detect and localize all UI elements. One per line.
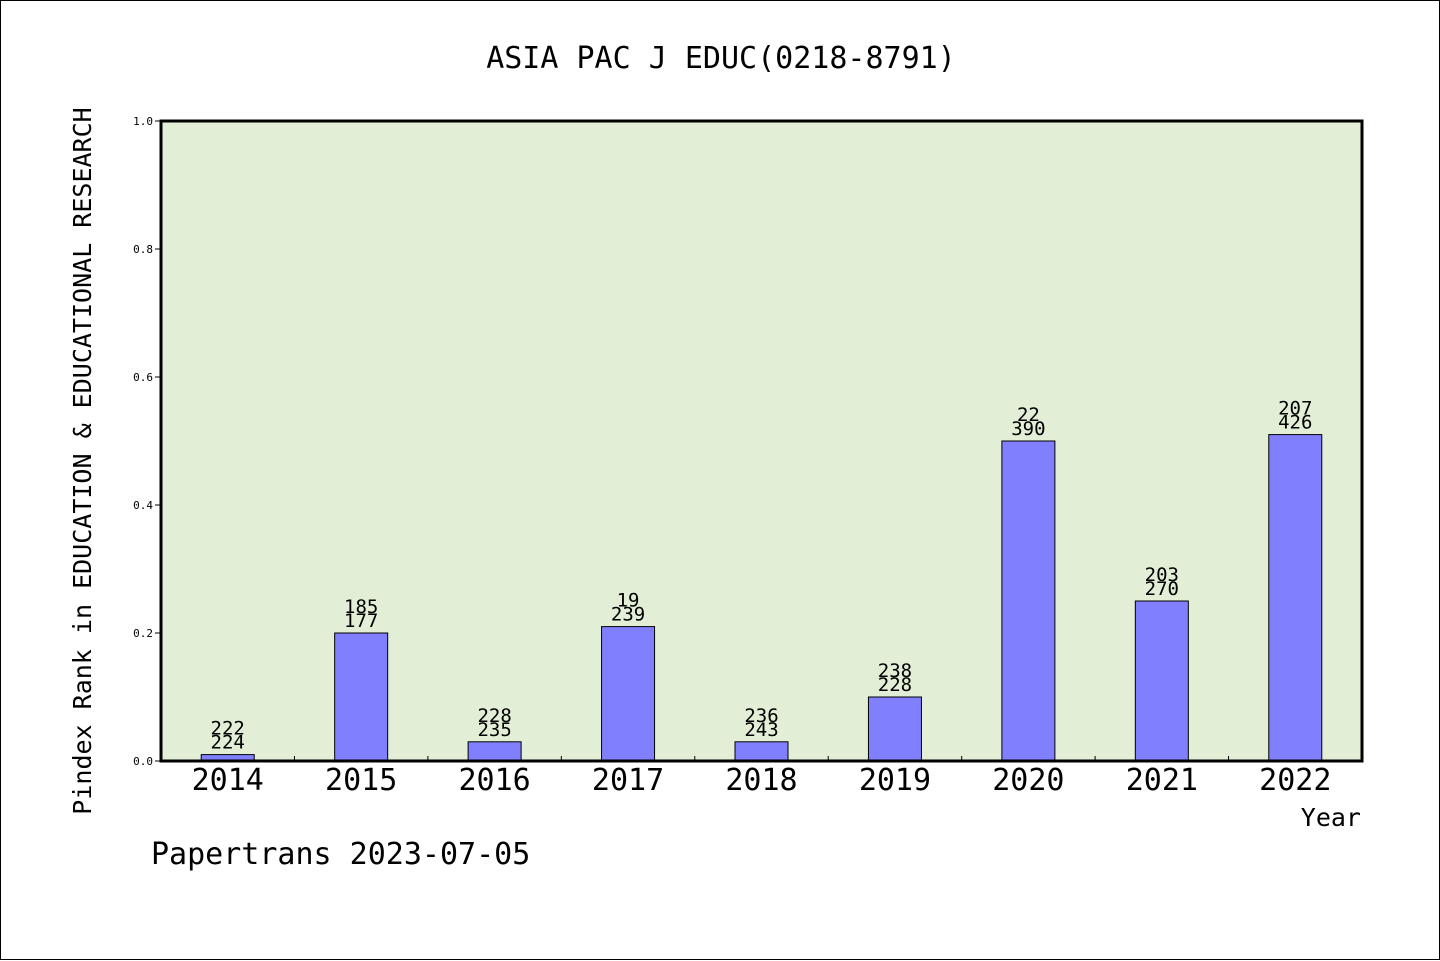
data-label-top: 185 [344, 596, 378, 618]
bar-2022 [1268, 434, 1323, 762]
data-label-bottom: 177 [344, 610, 378, 632]
x-tick-label: 2015 [325, 763, 397, 798]
data-label-bottom: 235 [477, 719, 511, 741]
data-label-bottom: 270 [1145, 578, 1179, 600]
y-axis: 0.0 0.2 0.4 0.6 0.8 1.0 [133, 115, 161, 768]
y-axis-label: Pindex Rank in EDUCATION & EDUCATIONAL R… [68, 107, 97, 814]
bars-group: 2242221771852352282391924323622823839022… [200, 398, 1323, 762]
data-label-bottom: 243 [744, 719, 778, 741]
x-tick-label: 2021 [1126, 763, 1198, 798]
y-tick-label: 0.2 [133, 627, 153, 640]
data-label-top: 203 [1145, 564, 1179, 586]
x-tick-label: 2014 [192, 763, 264, 798]
x-tick-label: 2017 [592, 763, 664, 798]
bar-2018 [734, 741, 789, 762]
data-label-top: 22 [1017, 404, 1040, 426]
data-label-top: 207 [1278, 398, 1312, 420]
y-tick-label: 0.8 [133, 243, 153, 256]
data-label-top: 19 [617, 590, 640, 612]
bar-2019 [867, 696, 922, 762]
data-label-top: 236 [744, 705, 778, 727]
y-tick-label: 1.0 [133, 115, 153, 128]
chart-title: ASIA PAC J EDUC(0218-8791) [486, 41, 956, 76]
plot-border [159, 119, 1364, 763]
data-label-top: 228 [477, 705, 511, 727]
data-label-bottom: 224 [211, 732, 245, 754]
x-axis-label: Year [1301, 803, 1361, 832]
data-label-bottom: 426 [1278, 412, 1312, 434]
bar-2016 [467, 741, 522, 762]
data-label-bottom: 390 [1011, 418, 1045, 440]
x-tick-label: 2020 [992, 763, 1064, 798]
x-tick-label: 2022 [1259, 763, 1331, 798]
data-label-bottom: 239 [611, 604, 645, 626]
bar-2017 [601, 626, 656, 762]
data-label-top: 238 [878, 660, 912, 682]
y-tick-label: 0.6 [133, 371, 153, 384]
data-label-bottom: 228 [878, 674, 912, 696]
x-tick-label: 2018 [725, 763, 797, 798]
data-label-top: 222 [211, 718, 245, 740]
x-tick-label: 2019 [859, 763, 931, 798]
bar-2015 [334, 632, 389, 762]
y-tick-label: 0.4 [133, 499, 153, 512]
bar-2021 [1134, 600, 1189, 762]
x-tick-label: 2016 [458, 763, 530, 798]
footer-credit: Papertrans 2023-07-05 [151, 837, 530, 872]
x-axis: 2014 2015 2016 2017 2018 2019 2020 2021 2022 [192, 756, 1331, 798]
bar-2020 [1001, 440, 1056, 762]
y-tick-label: 0.0 [133, 755, 153, 768]
